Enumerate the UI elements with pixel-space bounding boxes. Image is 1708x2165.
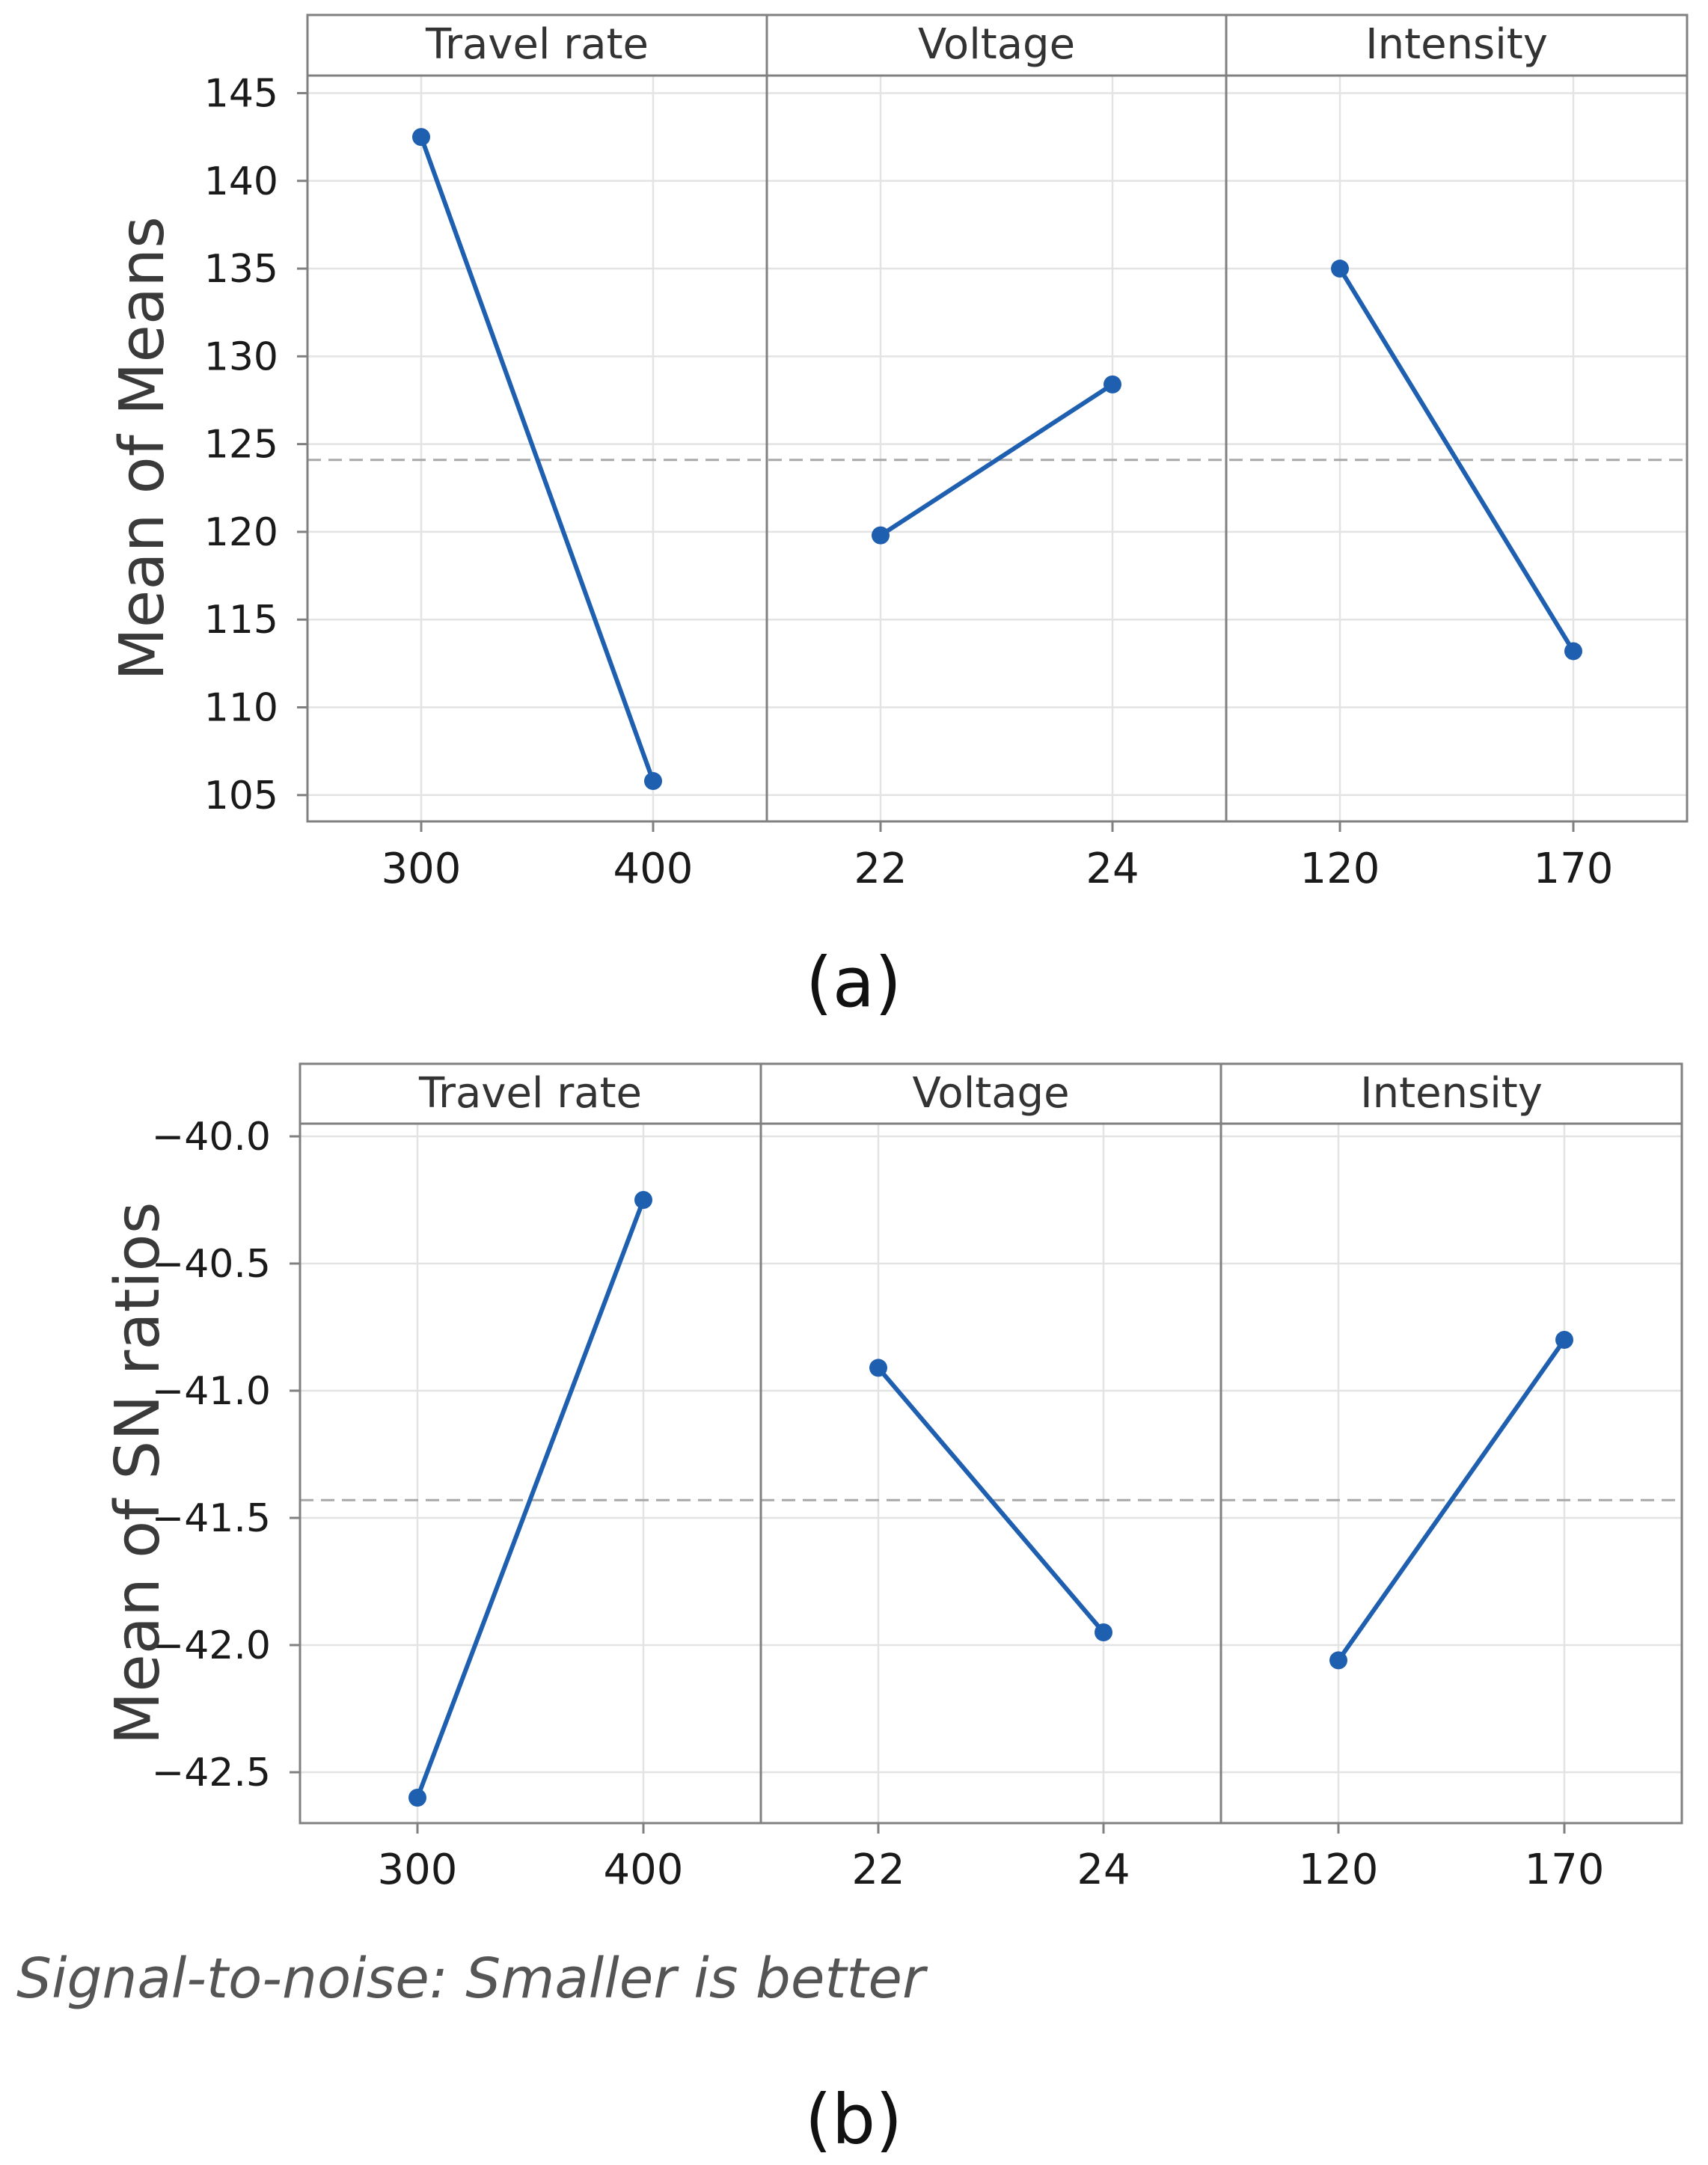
data-point — [634, 1191, 652, 1209]
figure-panel-label: (b) — [805, 2080, 902, 2160]
x-tick-label: 400 — [604, 1846, 684, 1894]
x-tick-label: 170 — [1525, 1846, 1605, 1894]
y-tick-label: 130 — [204, 334, 278, 379]
y-axis-title: Mean of Means — [107, 216, 178, 681]
data-point — [408, 1789, 426, 1807]
y-tick-label: 140 — [204, 159, 278, 204]
x-tick-label: 24 — [1077, 1846, 1130, 1894]
data-point — [1555, 1331, 1573, 1349]
panel-title: Voltage — [912, 1069, 1069, 1118]
y-tick-label: −40.5 — [152, 1242, 271, 1287]
x-tick-label: 24 — [1086, 845, 1139, 893]
data-point — [872, 526, 890, 545]
figure-panel-label: (a) — [806, 943, 902, 1023]
data-point — [1329, 1651, 1347, 1670]
y-tick-label: 120 — [204, 510, 278, 555]
y-tick-label: −42.5 — [152, 1751, 271, 1795]
x-tick-label: 300 — [382, 845, 462, 893]
data-point — [1095, 1623, 1112, 1641]
x-tick-label: 120 — [1299, 1846, 1379, 1894]
y-tick-label: −40.0 — [152, 1115, 271, 1160]
series-line — [876, 1366, 1106, 1634]
data-point — [1564, 642, 1582, 661]
y-tick-label: −41.5 — [152, 1496, 271, 1541]
y-tick-label: 125 — [204, 423, 278, 468]
panel-title: Intensity — [1360, 1069, 1543, 1118]
data-point — [1331, 260, 1349, 278]
x-tick-label: 22 — [851, 1846, 904, 1894]
y-tick-label: 110 — [204, 686, 278, 731]
panel-title: Travel rate — [425, 20, 649, 69]
panel-title: Voltage — [918, 20, 1075, 69]
x-tick-label: 300 — [378, 1846, 458, 1894]
panel-title: Travel rate — [418, 1069, 642, 1118]
x-tick-label: 170 — [1534, 845, 1614, 893]
y-tick-label: 145 — [204, 71, 278, 116]
plot-frame — [299, 1062, 1683, 1825]
y-tick-label: −42.0 — [152, 1623, 271, 1668]
x-tick-label: 120 — [1300, 845, 1380, 893]
footnote: Signal-to-noise: Smaller is better — [16, 1947, 928, 2011]
chart-a: 105 110 115 120 125 130 135 140 145 Mean of Means… — [107, 13, 1689, 1023]
plot-frame — [306, 13, 1689, 823]
y-tick-label: −41.0 — [152, 1369, 271, 1414]
x-tick-label: 22 — [854, 845, 907, 893]
y-axis-title: Mean of SN ratios — [102, 1202, 174, 1745]
y-tick-label: 115 — [204, 598, 278, 643]
series-line — [879, 382, 1114, 538]
series-line — [1336, 1338, 1567, 1662]
data-point — [1104, 375, 1121, 394]
chart-b: −42.5 −42.0 −41.5 −41.0 −40.5 −40.0 Mean of SN… — [16, 1062, 1683, 2160]
series-line — [419, 136, 655, 783]
y-tick-label: 135 — [204, 247, 278, 292]
series-line — [1338, 267, 1576, 653]
y-tick-label: 105 — [204, 774, 278, 818]
data-point — [869, 1359, 887, 1377]
series-line — [415, 1198, 646, 1799]
data-point — [644, 772, 662, 791]
x-tick-label: 400 — [613, 845, 694, 893]
panel-title: Intensity — [1365, 20, 1548, 69]
data-point — [412, 128, 430, 147]
